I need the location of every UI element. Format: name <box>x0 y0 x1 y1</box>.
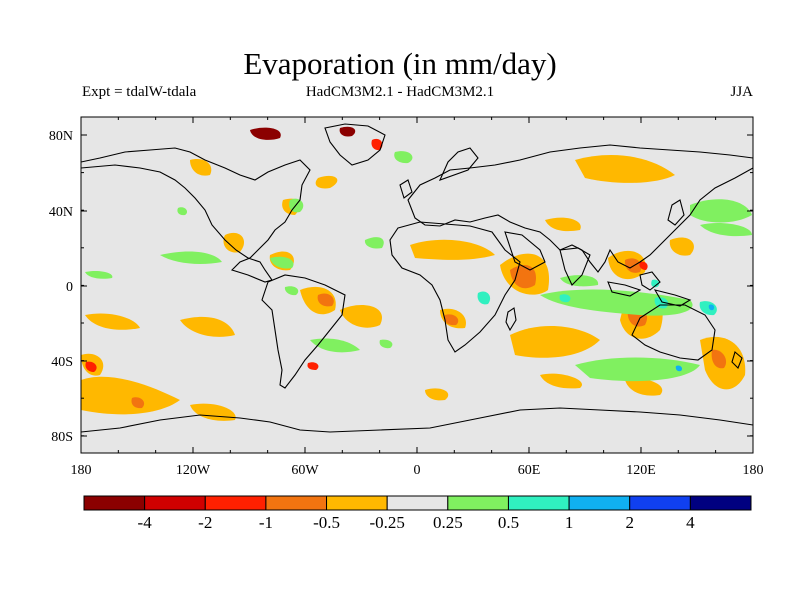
lon-tick-label: 60E <box>518 463 541 478</box>
colorbar-swatch <box>629 495 691 511</box>
colorbar-label: -0.25 <box>369 513 404 532</box>
colorbar-swatch <box>83 495 146 511</box>
lon-tick-label: 180 <box>743 463 764 478</box>
colorbar-label: -4 <box>138 513 153 532</box>
colorbar-label: -0.5 <box>313 513 340 532</box>
lat-tick-label: 40N <box>49 205 73 220</box>
longitude-axis: 180 120W 60W 0 60E 120E 180 <box>71 117 764 478</box>
lat-tick-label: 0 <box>66 280 73 295</box>
colorbar-swatch <box>204 495 267 511</box>
colorbar-swatch <box>447 495 509 511</box>
map-title: Evaporation (in mm/day) <box>243 46 557 81</box>
lat-tick-label: 40S <box>51 355 73 370</box>
colorbar-swatch <box>689 495 752 511</box>
lon-tick-label: 60W <box>291 463 319 478</box>
colorbar-swatch <box>144 495 206 511</box>
colorbar-swatch <box>507 495 570 511</box>
lat-tick-label: 80N <box>49 129 73 144</box>
colorbar-swatch <box>265 495 328 511</box>
colorbar-swatch <box>386 495 449 511</box>
colorbar: -4 -2 -1 -0.5 -0.25 0.25 0.5 1 2 4 <box>83 495 752 532</box>
colorbar-label: 0.25 <box>433 513 463 532</box>
model-label: HadCM3M2.1 - HadCM3M2.1 <box>305 84 495 100</box>
season-label: JJA <box>730 84 753 100</box>
latitude-axis: 80N 40N 0 40S 80S <box>49 129 753 445</box>
lon-tick-label: 180 <box>71 463 92 478</box>
lon-tick-label: 120E <box>626 463 656 478</box>
lat-tick-label: 80S <box>51 430 73 445</box>
colorbar-label: -1 <box>259 513 273 532</box>
colorbar-swatch <box>568 495 631 511</box>
colorbar-label: 1 <box>565 513 574 532</box>
colorbar-label: -2 <box>198 513 212 532</box>
coastlines <box>81 123 753 433</box>
lon-tick-label: 0 <box>414 463 421 478</box>
colorbar-label: 4 <box>686 513 695 532</box>
lon-tick-label: 120W <box>176 463 211 478</box>
colorbar-label: 2 <box>625 513 634 532</box>
colorbar-label: 0.5 <box>498 513 519 532</box>
experiment-label: Expt = tdalW-tdala <box>82 84 197 100</box>
colorbar-swatch <box>326 495 388 511</box>
